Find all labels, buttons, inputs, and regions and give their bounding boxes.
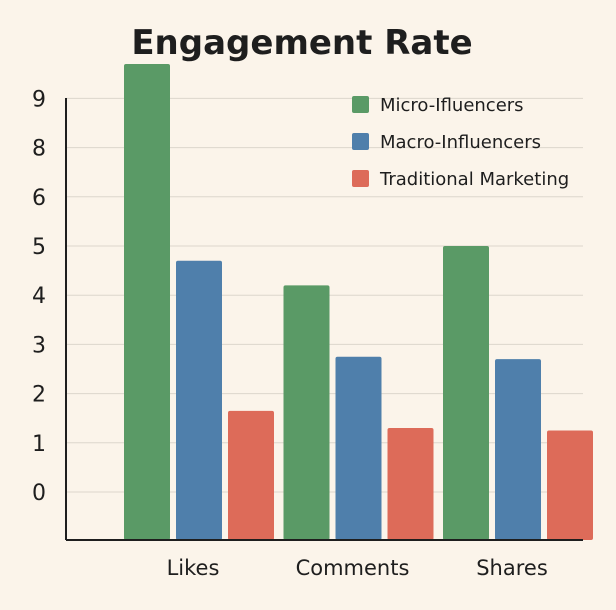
y-tick-label: 5 [32,235,46,260]
y-tick-label: 6 [32,186,46,211]
bar-macro-influencers-likes [176,260,222,540]
legend-label: Macro-Influencers [380,132,541,153]
x-category-label: Comments [296,556,410,580]
legend-swatch [352,170,369,187]
bar-traditional-marketing-shares [547,430,593,540]
y-tick-label: 3 [32,333,46,358]
bar-traditional-marketing-comments [387,428,434,540]
bar-micro-ifluencers-likes [124,63,170,541]
y-tick-label: 8 [32,137,46,162]
legend: Micro-Ifluencers Macro-Influencers Traditi… [352,95,569,190]
x-axis-labels: Likes Comments Shares [167,556,548,580]
bar-micro-ifluencers-shares [443,246,489,540]
legend-label: Micro-Ifluencers [380,95,524,116]
bar-macro-influencers-shares [495,359,541,540]
bar-micro-ifluencers-comments [283,285,330,540]
chart-title: Engagement Rate [131,23,472,63]
bar-traditional-marketing-likes [228,410,274,540]
y-tick-label: 0 [32,481,46,506]
bars [124,63,593,541]
y-tick-label: 4 [32,284,46,309]
y-tick-label: 9 [32,87,46,112]
legend-swatch [352,96,369,113]
x-category-label: Shares [476,556,548,580]
bar-macro-influencers-comments [335,356,382,540]
legend-label: Traditional Marketing [379,169,569,190]
y-axis-ticks: 0 1 2 3 4 5 6 8 9 [32,87,46,506]
x-category-label: Likes [167,556,220,580]
y-tick-label: 1 [32,432,46,457]
y-tick-label: 2 [32,383,46,408]
legend-swatch [352,133,369,150]
